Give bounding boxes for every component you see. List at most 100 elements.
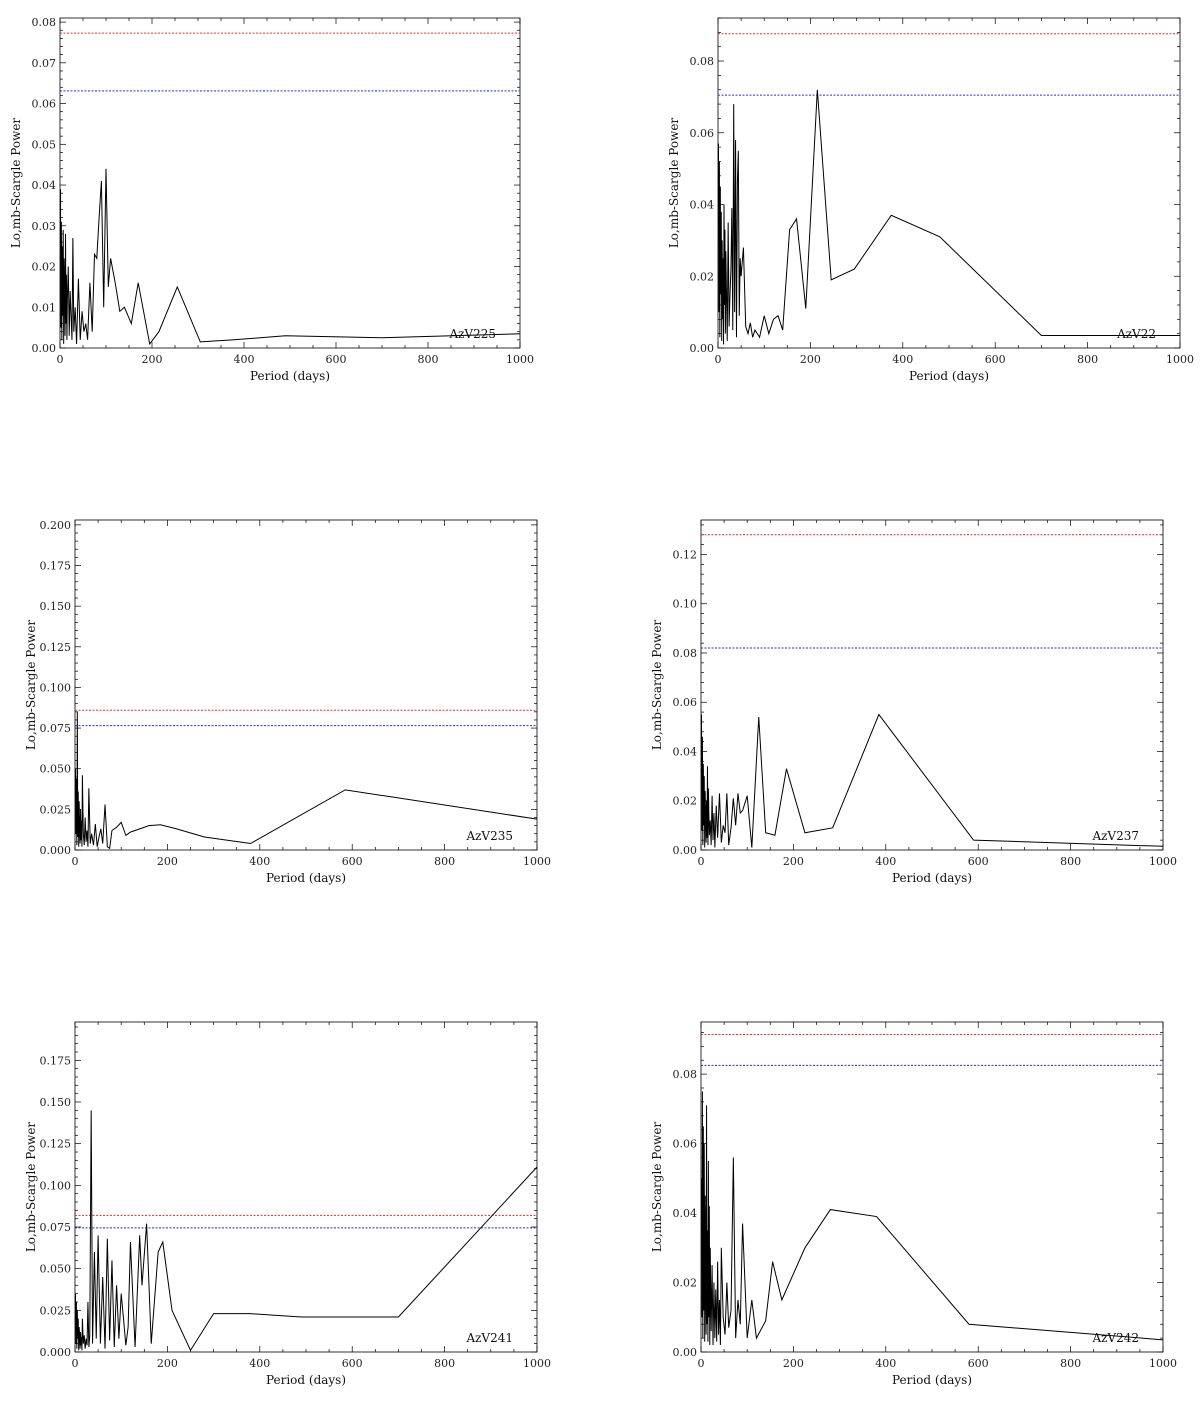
periodogram-line — [59, 168, 521, 346]
x-tick-label: 800 — [1077, 353, 1098, 366]
star-label: AzV242 — [1091, 1331, 1139, 1345]
x-tick-label: 1000 — [506, 353, 534, 366]
y-tick-label: 0.025 — [40, 803, 72, 816]
panel-azv237: 0 200 400 600 800 1000 0.00 0.02 0.04 0.06 0.08 0.1… — [650, 519, 1177, 885]
y-tick-label: 0.050 — [40, 763, 72, 776]
y-tick-label: 0.050 — [40, 1263, 72, 1276]
y-tick-label: 0.07 — [32, 57, 57, 70]
x-tick-label: 0 — [72, 855, 79, 868]
y-tick-label: 0.100 — [40, 1179, 72, 1192]
y-axis-label: Lo,mb-Scargle Power — [650, 620, 664, 751]
x-tick-label: 200 — [783, 1357, 804, 1370]
y-tick-label: 0.025 — [40, 1304, 72, 1317]
y-tick-label: 0.125 — [40, 641, 72, 654]
x-tick-label: 800 — [1060, 855, 1081, 868]
x-axis-label: Period (days) — [892, 1373, 972, 1387]
star-label: AzV241 — [465, 1331, 513, 1345]
x-tick-label: 600 — [342, 1357, 363, 1370]
periodogram-line — [74, 711, 538, 850]
y-tick-label: 0.125 — [40, 1138, 72, 1151]
y-tick-label: 0.08 — [673, 647, 698, 660]
x-tick-label: 0 — [698, 855, 705, 868]
star-label: AzV237 — [1091, 829, 1139, 843]
y-tick-label: 0.06 — [673, 696, 698, 709]
y-tick-label: 0.000 — [40, 844, 72, 857]
y-axis-label: Lo,mb-Scargle Power — [9, 118, 23, 249]
y-axis-label: Lo,mb-Scargle Power — [667, 118, 681, 249]
x-tick-label: 1000 — [523, 1357, 551, 1370]
periodogram-line — [74, 1110, 538, 1352]
y-tick-label: 0.02 — [673, 795, 698, 808]
periodogram-line — [717, 89, 1180, 345]
y-tick-label: 0.150 — [40, 600, 72, 613]
x-tick-label: 1000 — [1149, 1357, 1177, 1370]
x-tick-label: 200 — [157, 855, 178, 868]
x-tick-label: 800 — [434, 1357, 455, 1370]
y-tick-label: 0.06 — [32, 98, 57, 111]
x-tick-label: 400 — [875, 855, 896, 868]
panel-azv242: 0 200 400 600 800 1000 0.00 0.02 0.04 0.06 0.08 Per… — [650, 1021, 1177, 1387]
y-axis-label: Lo,mb-Scargle Power — [24, 620, 38, 751]
y-tick-label: 0.04 — [673, 1207, 698, 1220]
y-tick-label: 0.08 — [673, 1068, 698, 1081]
y-axis-label: Lo,mb-Scargle Power — [24, 1122, 38, 1253]
x-tick-label: 800 — [434, 855, 455, 868]
star-label: AzV225 — [448, 327, 496, 341]
x-tick-label: 1000 — [1166, 353, 1194, 366]
x-tick-label: 0 — [715, 353, 722, 366]
panel-azv241: 0 200 400 600 800 1000 0.000 0.025 0.050 0.075 0.1… — [24, 1021, 551, 1387]
periodogram-line — [700, 1091, 1164, 1346]
y-tick-label: 0.100 — [40, 681, 72, 694]
y-tick-label: 0.06 — [690, 127, 715, 140]
panel-azv22: 0 200 400 600 800 1000 0.00 0.02 0.04 0.06 0.08 Per… — [667, 17, 1194, 383]
x-axis-label: Period (days) — [909, 369, 989, 383]
y-tick-label: 0.10 — [673, 598, 698, 611]
y-tick-label: 0.05 — [32, 138, 57, 151]
y-tick-label: 0.08 — [32, 16, 57, 29]
x-axis-label: Period (days) — [892, 871, 972, 885]
x-tick-label: 400 — [249, 855, 270, 868]
y-tick-label: 0.000 — [40, 1346, 72, 1359]
x-axis-label: Period (days) — [266, 1373, 346, 1387]
x-tick-label: 400 — [249, 1357, 270, 1370]
panel-azv225: 0 200 400 600 800 1000 0.00 0.01 0.02 0.03 0.04 0.0… — [9, 16, 534, 383]
x-tick-label: 1000 — [523, 855, 551, 868]
y-tick-label: 0.12 — [673, 548, 698, 561]
y-tick-label: 0.04 — [32, 179, 57, 192]
y-tick-label: 0.02 — [673, 1277, 698, 1290]
x-tick-label: 800 — [1060, 1357, 1081, 1370]
y-tick-label: 0.06 — [673, 1138, 698, 1151]
star-label: AzV235 — [465, 829, 513, 843]
y-tick-label: 0.01 — [32, 301, 57, 314]
y-tick-label: 0.03 — [32, 220, 57, 233]
y-tick-label: 0.200 — [40, 519, 72, 532]
y-tick-label: 0.00 — [673, 844, 698, 857]
x-tick-label: 400 — [892, 353, 913, 366]
y-tick-label: 0.00 — [690, 342, 715, 355]
x-tick-label: 800 — [418, 353, 439, 366]
y-tick-label: 0.02 — [690, 270, 715, 283]
x-tick-label: 400 — [234, 353, 255, 366]
x-tick-label: 200 — [142, 353, 163, 366]
y-tick-label: 0.075 — [40, 1221, 72, 1234]
x-tick-label: 0 — [698, 1357, 705, 1370]
x-tick-label: 600 — [985, 353, 1006, 366]
x-tick-label: 0 — [72, 1357, 79, 1370]
y-tick-label: 0.00 — [32, 342, 57, 355]
y-tick-label: 0.175 — [40, 560, 72, 573]
x-tick-label: 400 — [875, 1357, 896, 1370]
y-tick-label: 0.08 — [690, 55, 715, 68]
x-tick-label: 600 — [342, 855, 363, 868]
x-tick-label: 600 — [968, 855, 989, 868]
x-tick-label: 200 — [157, 1357, 178, 1370]
y-tick-label: 0.150 — [40, 1096, 72, 1109]
x-tick-label: 200 — [800, 353, 821, 366]
x-axis-label: Period (days) — [250, 369, 330, 383]
x-tick-label: 1000 — [1149, 855, 1177, 868]
x-tick-label: 0 — [57, 353, 64, 366]
y-tick-label: 0.175 — [40, 1054, 72, 1067]
y-tick-label: 0.04 — [673, 745, 698, 758]
y-tick-label: 0.02 — [32, 261, 57, 274]
